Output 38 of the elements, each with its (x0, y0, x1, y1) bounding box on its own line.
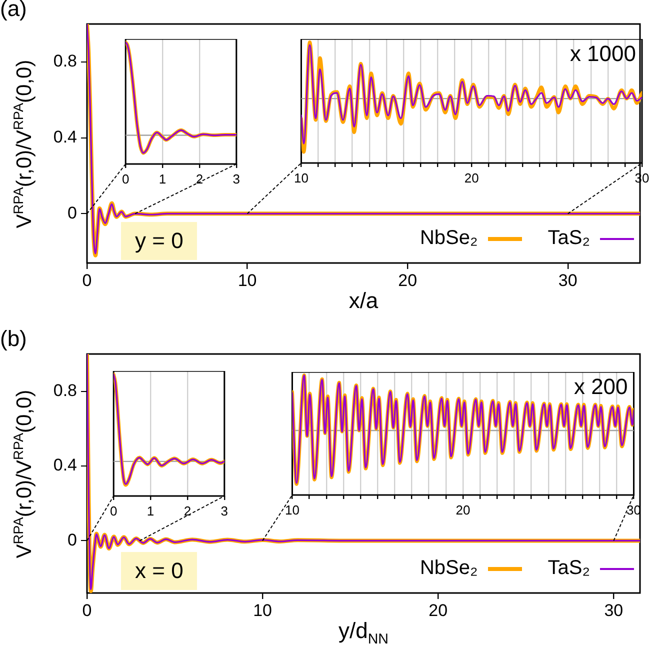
x-tick-label: 3 (220, 503, 228, 518)
legend-label: NbSe₂ (420, 557, 478, 580)
y-tick-label: 0.8 (53, 52, 77, 71)
y-tick-label: 0.4 (53, 456, 77, 475)
chart-title: (a) (0, 0, 27, 22)
annotation: y = 0 (121, 222, 198, 260)
x-tick-label: 10 (284, 502, 300, 518)
x-tick-label: 0 (110, 503, 118, 518)
x-tick-label: 0 (82, 270, 92, 290)
x-axis-title: y/d$_{NN}$ (338, 618, 389, 648)
chart-title: (b) (0, 326, 27, 352)
x-tick-label: 0 (122, 171, 130, 186)
y-tick-label: 0 (68, 203, 77, 222)
x-tick-label: 20 (398, 270, 418, 290)
x-tick-label: 2 (184, 503, 192, 518)
x-tick-label: 0 (82, 600, 92, 620)
y-tick-label: 0.8 (53, 381, 77, 400)
annotation: x 200 (574, 374, 628, 400)
annotation: x = 0 (121, 552, 198, 590)
x-axis-title: x/a (348, 288, 378, 314)
x-tick-label: 1 (158, 171, 166, 186)
x-tick-label: 1 (146, 503, 154, 518)
legend-label: NbSe₂ (420, 227, 478, 250)
x-tick-label: 30 (604, 600, 624, 620)
x-tick-label: 20 (464, 170, 479, 186)
annotation: x 1000 (570, 41, 636, 67)
y-tick-label: 0 (68, 530, 77, 550)
x-tick-label: 10 (294, 170, 308, 186)
x-tick-label: 10 (253, 600, 272, 620)
x-tick-label: 10 (238, 270, 257, 290)
legend-label: TaS₂ (548, 227, 590, 250)
x-tick-label: 2 (196, 171, 204, 186)
x-tick-label: 20 (428, 600, 448, 620)
legend-label: TaS₂ (548, 557, 590, 580)
x-tick-label: 3 (232, 171, 240, 186)
x-tick-label: 30 (558, 270, 578, 290)
y-tick-label: 0.4 (53, 127, 77, 146)
x-tick-label: 20 (456, 502, 470, 518)
